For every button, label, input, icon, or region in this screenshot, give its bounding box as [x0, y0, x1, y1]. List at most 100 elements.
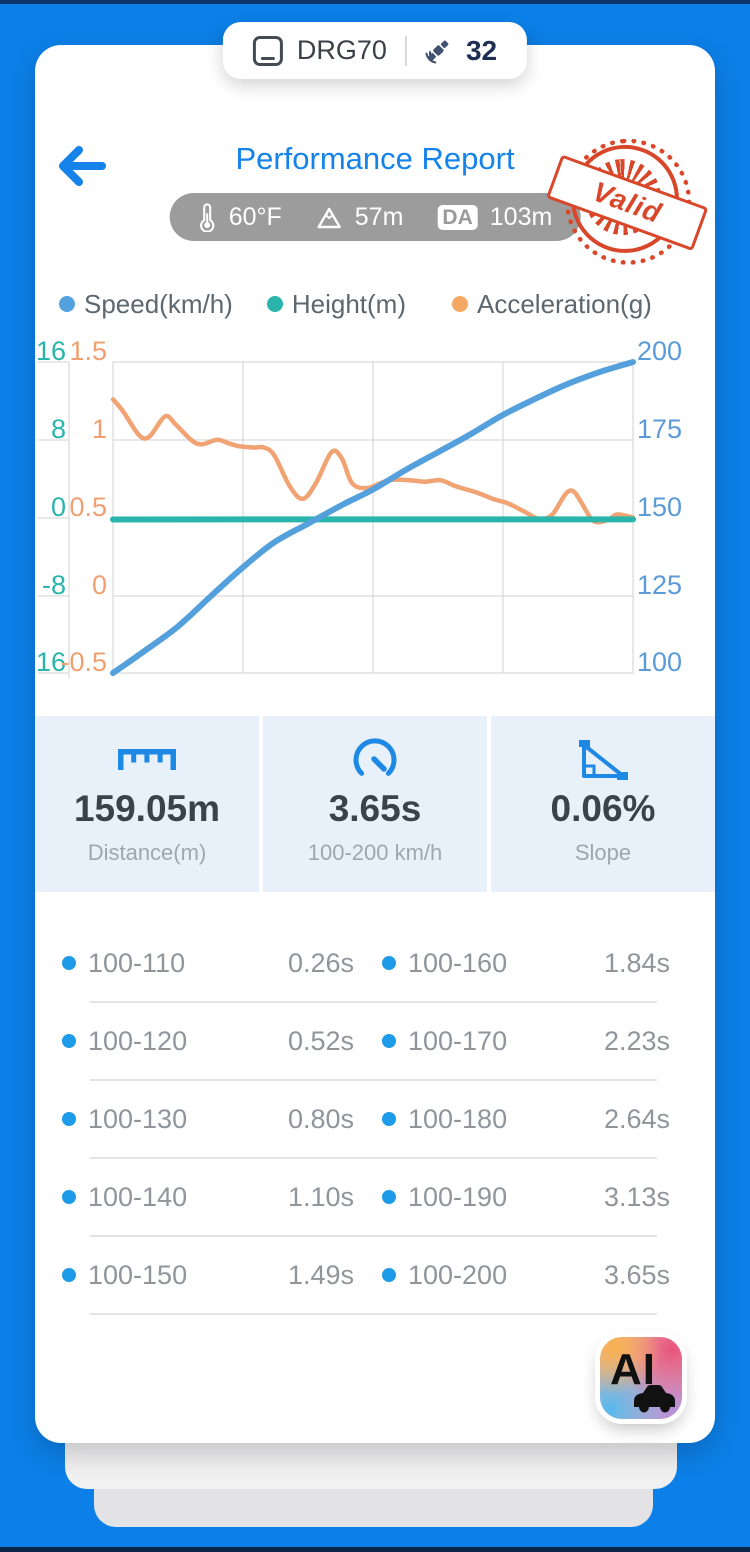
row-divider — [90, 1001, 657, 1003]
ai-label: AI — [610, 1345, 656, 1394]
range-label: 100-140 — [88, 1181, 188, 1212]
device-status-pill[interactable]: DRG70 32 — [222, 22, 528, 79]
da-value: 103m — [489, 202, 553, 231]
split-times-table: 100-110 0.26s 100-160 1.84s 100-120 0.52… — [35, 925, 715, 1315]
svg-text:0: 0 — [92, 570, 107, 600]
chart-legend: Speed(km/h) Height(m) Acceleration(g) — [59, 288, 652, 320]
range-label: 100-200 — [408, 1259, 508, 1290]
car-icon — [634, 1385, 675, 1413]
back-button[interactable] — [55, 142, 109, 190]
time-value: 1.49s — [287, 1259, 354, 1290]
time-value: 2.23s — [603, 1025, 670, 1056]
legend-item-height: Height(m) — [266, 288, 406, 320]
svg-text:-0.5: -0.5 — [60, 647, 107, 677]
table-row: 100-150 1.49s 100-200 3.65s — [35, 1237, 715, 1313]
altitude-value: 57m — [354, 202, 404, 231]
legend-label: Speed(km/h) — [84, 288, 233, 319]
acceleration-dot — [451, 296, 468, 312]
row-divider — [90, 1157, 657, 1159]
bullet-icon — [382, 1034, 396, 1048]
satellite-count: 32 — [465, 34, 498, 66]
bullet-icon — [382, 1112, 396, 1126]
time-value: 0.80s — [287, 1103, 354, 1134]
page-title: Performance Report — [235, 141, 515, 176]
svg-text:100: 100 — [637, 647, 682, 677]
row-divider — [90, 1235, 657, 1237]
svg-text:1: 1 — [92, 414, 107, 444]
legend-label: Acceleration(g) — [476, 288, 652, 319]
valid-stamp: Valid — [546, 130, 709, 269]
svg-text:-8: -8 — [42, 570, 66, 600]
accel-time-value: 3.65s — [328, 788, 422, 829]
slope-value: 0.06% — [550, 788, 656, 829]
svg-text:175: 175 — [637, 414, 682, 444]
satellite-icon — [425, 40, 449, 64]
bullet-icon — [62, 1112, 76, 1126]
speed-line — [110, 359, 636, 676]
acceleration-axis-ticks: 1.5 1 0.5 0 -0.5 — [60, 340, 107, 677]
time-value: 0.52s — [287, 1025, 354, 1056]
legend-label: Height(m) — [291, 288, 406, 319]
time-value: 0.26s — [287, 947, 354, 978]
accel-time-label: 100-200 km/h — [307, 840, 443, 865]
svg-text:16: 16 — [36, 340, 66, 366]
height-axis-grid — [38, 361, 70, 678]
row-divider — [90, 1079, 657, 1081]
svg-text:0.5: 0.5 — [69, 492, 107, 522]
da-badge: DA — [437, 204, 478, 230]
altitude-icon — [317, 207, 341, 228]
stat-accel-time: 3.65s 100-200 km/h — [259, 716, 487, 892]
svg-text:8: 8 — [51, 414, 66, 444]
legend-item-speed: Speed(km/h) — [59, 289, 233, 320]
ruler-icon — [118, 749, 176, 770]
range-label: 100-120 — [88, 1025, 188, 1056]
distance-value: 159.05m — [73, 788, 221, 829]
bullet-icon — [62, 956, 76, 970]
svg-text:150: 150 — [637, 492, 682, 522]
stats-band: 159.05m Distance(m) 3.65s 100-200 km/h — [35, 716, 715, 892]
gauge-icon — [353, 738, 397, 776]
legend-item-acceleration: Acceleration(g) — [451, 288, 652, 320]
table-row: 100-120 0.52s 100-170 2.23s — [35, 1003, 715, 1079]
range-label: 100-160 — [408, 947, 508, 978]
device-icon — [252, 35, 283, 66]
ai-assistant-button[interactable]: AI — [600, 1337, 682, 1419]
report-card: Performance Report 60°F 57m DA 103m Vali… — [35, 45, 715, 1443]
bullet-icon — [62, 1034, 76, 1048]
table-row: 100-110 0.26s 100-160 1.84s — [35, 925, 715, 1001]
svg-text:1.5: 1.5 — [69, 340, 107, 366]
range-label: 100-180 — [408, 1103, 508, 1134]
slope-icon — [579, 740, 628, 780]
conditions-pill: 60°F 57m DA 103m — [169, 193, 581, 241]
bullet-icon — [62, 1268, 76, 1282]
time-value: 2.64s — [603, 1103, 670, 1134]
time-value: 3.65s — [603, 1259, 670, 1290]
thermometer-icon — [200, 203, 215, 232]
bullet-icon — [382, 1268, 396, 1282]
stat-slope: 0.06% Slope — [487, 716, 715, 892]
device-name: DRG70 — [296, 35, 387, 65]
range-label: 100-170 — [408, 1025, 508, 1056]
bullet-icon — [62, 1190, 76, 1204]
height-dot — [266, 296, 283, 312]
bullet-icon — [382, 1190, 396, 1204]
range-label: 100-130 — [88, 1103, 188, 1134]
temperature-value: 60°F — [228, 202, 282, 231]
table-row: 100-130 0.80s 100-180 2.64s — [35, 1081, 715, 1157]
time-value: 1.84s — [603, 947, 670, 978]
status-bar-strip — [0, 0, 750, 4]
svg-text:200: 200 — [637, 340, 682, 366]
acceleration-line — [110, 397, 636, 525]
table-row: 100-140 1.10s 100-190 3.13s — [35, 1159, 715, 1235]
range-label: 100-150 — [88, 1259, 188, 1290]
time-value: 3.13s — [603, 1181, 670, 1212]
time-value: 1.10s — [287, 1181, 354, 1212]
height-axis-ticks: 16 8 0 -8 -16 — [36, 340, 66, 677]
slope-label: Slope — [574, 840, 632, 865]
svg-text:-16: -16 — [36, 647, 66, 677]
svg-text:0: 0 — [51, 492, 66, 522]
range-label: 100-190 — [408, 1181, 508, 1212]
performance-chart[interactable]: 16 8 0 -8 -16 1.5 1 0.5 0 -0.5 200 175 1… — [36, 340, 710, 685]
bullet-icon — [382, 956, 396, 970]
bottom-bar-strip — [0, 1547, 750, 1552]
